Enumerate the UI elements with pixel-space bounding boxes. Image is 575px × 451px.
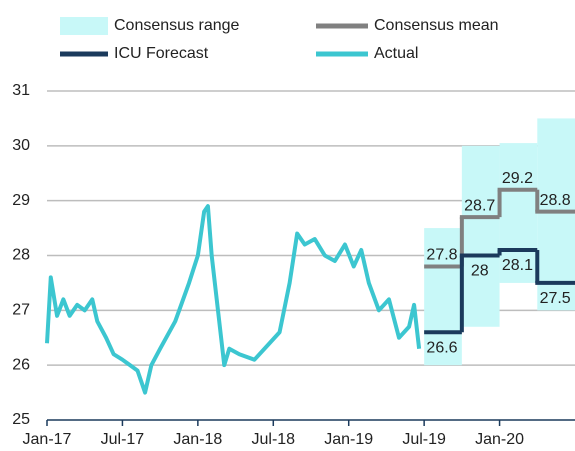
range-box	[461, 145, 500, 327]
y-tick-label: 25	[12, 411, 30, 428]
y-tick-label: 31	[12, 82, 30, 99]
legend-swatch	[60, 17, 108, 35]
x-tick-label: Jul-17	[101, 431, 145, 448]
x-tick-label: Jul-18	[251, 431, 295, 448]
actual-line	[45, 204, 422, 395]
range-box	[499, 143, 538, 283]
data-label: 26.6	[426, 339, 457, 356]
x-tick-label: Jan-17	[23, 431, 72, 448]
legend-label: Consensus range	[114, 17, 240, 34]
x-tick-label: Jan-20	[475, 431, 524, 448]
y-tick-label: 26	[12, 356, 30, 373]
legend-label: ICU Forecast	[114, 45, 209, 62]
y-tick-label: 29	[12, 192, 30, 209]
y-tick-label: 30	[12, 137, 30, 154]
data-label: 28.8	[540, 192, 571, 209]
data-label: 29.2	[502, 170, 533, 187]
legend-label: Consensus mean	[374, 17, 499, 34]
data-label: 27.8	[426, 247, 457, 264]
y-tick-label: 27	[12, 302, 30, 319]
data-label: 28.7	[464, 197, 495, 214]
data-label: 27.5	[540, 290, 571, 307]
range-box	[424, 228, 462, 366]
range-box	[537, 118, 575, 311]
x-tick-label: Jan-19	[324, 431, 373, 448]
legend-label: Actual	[374, 45, 418, 62]
legend: Consensus range Consensus mean ICU Forec…	[60, 17, 499, 62]
y-tick-label: 28	[12, 247, 30, 264]
data-label: 28.1	[502, 257, 533, 274]
x-tick-label: Jul-19	[402, 431, 446, 448]
data-label: 28	[471, 263, 489, 280]
x-tick-label: Jan-18	[173, 431, 222, 448]
